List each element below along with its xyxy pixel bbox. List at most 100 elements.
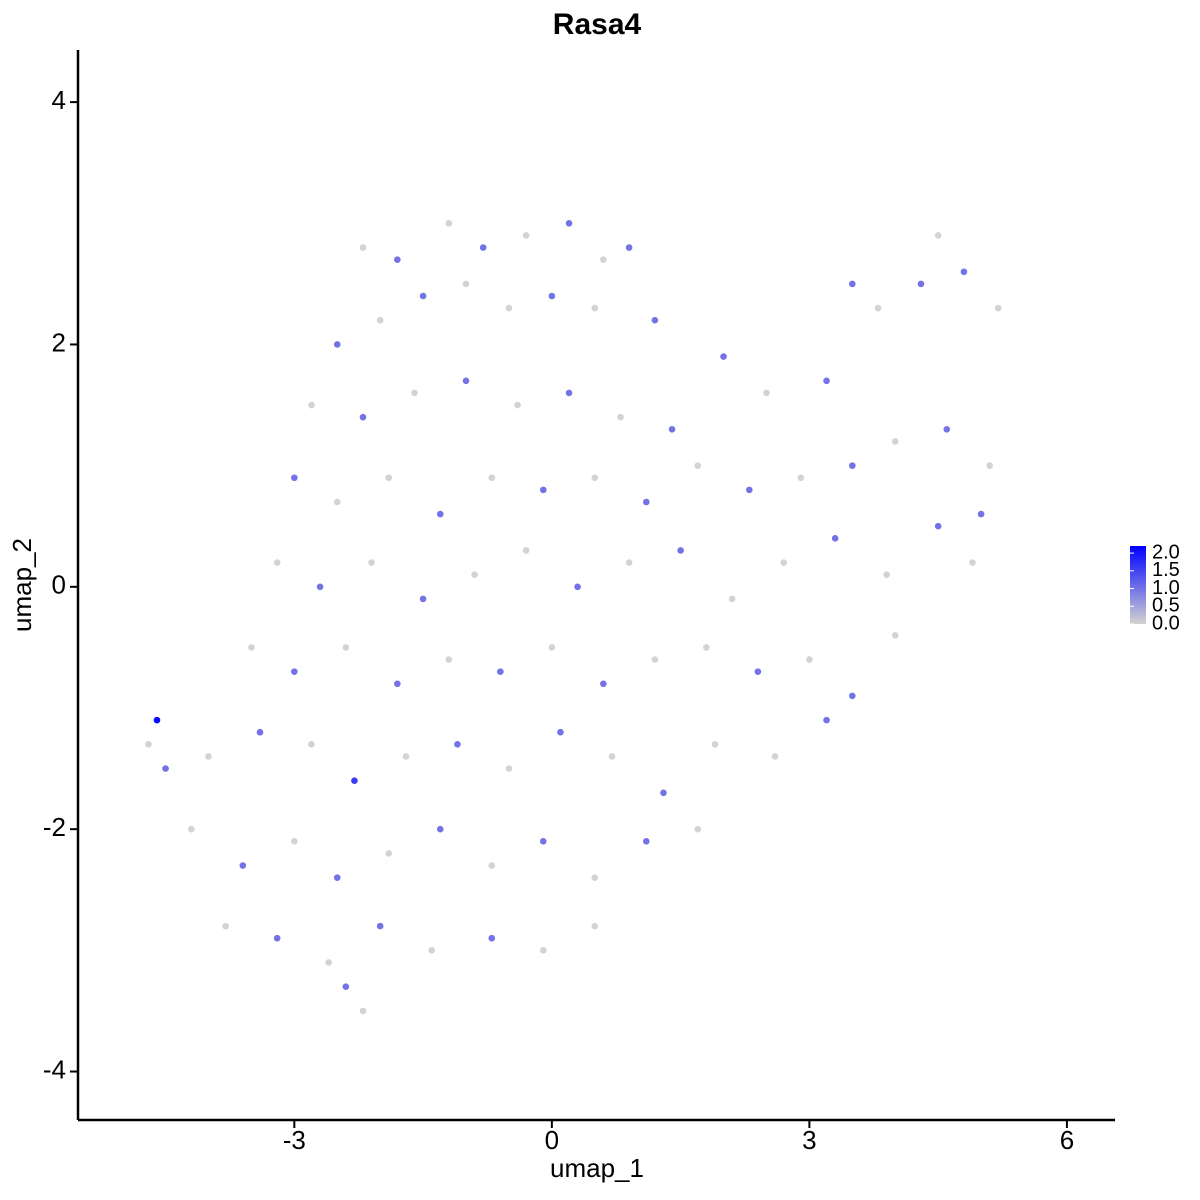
point (308, 401, 315, 409)
point (780, 559, 787, 566)
point (600, 256, 607, 263)
point (548, 292, 556, 300)
point (291, 474, 298, 482)
colorbar-tick-label: 1.0 (1152, 577, 1180, 599)
colorbar (1130, 546, 1146, 624)
x-tick-label: 0 (545, 1125, 559, 1155)
point (651, 316, 659, 324)
point (471, 571, 478, 578)
point (359, 1007, 367, 1015)
point (497, 668, 504, 675)
point (153, 716, 161, 724)
point (522, 232, 530, 239)
point (625, 559, 633, 566)
x-tick-label: 3 (802, 1125, 816, 1155)
point (325, 959, 332, 966)
point (445, 219, 453, 227)
point (488, 862, 496, 869)
point (248, 644, 255, 651)
point (797, 474, 805, 482)
point (445, 656, 453, 663)
point (436, 825, 444, 833)
point (436, 510, 444, 518)
point (359, 244, 367, 251)
point (394, 256, 401, 263)
point (608, 753, 616, 760)
point (969, 559, 976, 566)
point (539, 947, 547, 954)
point (849, 462, 856, 469)
point (376, 316, 384, 324)
point (660, 789, 667, 797)
point (823, 716, 830, 724)
point (642, 837, 650, 845)
point (205, 753, 212, 760)
point (273, 559, 281, 566)
colorbar-tick-label: 1.5 (1152, 559, 1180, 581)
point (385, 474, 393, 482)
point (960, 268, 968, 276)
point (368, 559, 375, 566)
point (505, 304, 513, 312)
point (703, 644, 710, 651)
point (977, 510, 985, 518)
point (359, 413, 367, 421)
x-axis-label: umap_1 (550, 1153, 644, 1183)
x-tick-label: -3 (283, 1125, 306, 1155)
point (849, 280, 856, 288)
point (488, 474, 496, 482)
point (333, 498, 341, 506)
point (574, 583, 581, 591)
point (891, 438, 899, 445)
point (333, 341, 341, 348)
point (934, 522, 942, 530)
point (728, 595, 736, 603)
point (462, 280, 470, 288)
point (565, 219, 573, 227)
point (994, 304, 1002, 312)
point (273, 934, 281, 942)
point (874, 304, 882, 312)
point (548, 644, 556, 651)
point (943, 425, 951, 433)
point (557, 728, 564, 736)
point (642, 498, 650, 506)
point (162, 765, 169, 772)
point (394, 680, 401, 688)
point (505, 765, 513, 772)
point (479, 244, 487, 251)
point (600, 680, 607, 688)
point (986, 462, 993, 469)
point (668, 425, 676, 433)
y-tick-label: 2 (52, 327, 66, 357)
point (754, 668, 762, 675)
point (316, 583, 324, 591)
point (591, 474, 599, 482)
point (591, 874, 599, 881)
point (488, 934, 496, 942)
y-tick-label: -2 (43, 812, 66, 842)
point (539, 486, 547, 494)
point (462, 377, 470, 385)
point (565, 389, 573, 397)
point (256, 728, 264, 736)
point (376, 922, 384, 930)
point (917, 280, 925, 288)
colorbar-tick-label: 0.5 (1152, 595, 1180, 617)
point (711, 741, 719, 748)
point (831, 535, 839, 542)
y-tick-label: 0 (52, 570, 66, 600)
point (454, 741, 461, 748)
point (617, 413, 624, 421)
point (539, 837, 547, 845)
point (291, 668, 298, 675)
point (677, 547, 684, 554)
point (411, 389, 418, 397)
point (522, 547, 530, 554)
point (625, 244, 633, 251)
point (351, 777, 358, 785)
point (591, 304, 599, 312)
point (188, 825, 195, 833)
point (291, 837, 298, 845)
